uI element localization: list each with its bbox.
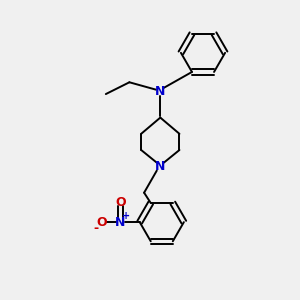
Text: O: O <box>96 216 107 229</box>
Text: N: N <box>116 216 126 229</box>
Text: N: N <box>155 160 166 173</box>
Text: O: O <box>115 196 126 209</box>
Text: N: N <box>155 85 166 98</box>
Text: -: - <box>93 222 98 235</box>
Text: +: + <box>122 211 130 221</box>
